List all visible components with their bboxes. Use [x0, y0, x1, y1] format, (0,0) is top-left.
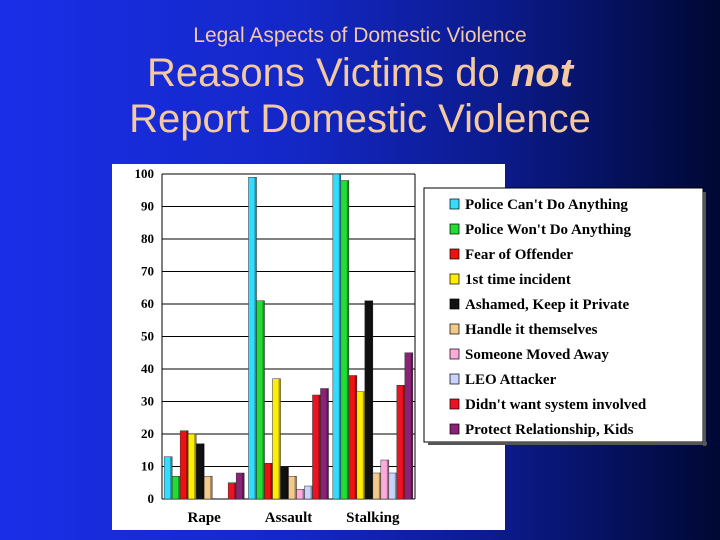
bar-shade — [294, 476, 297, 499]
legend-label: Police Can't Do Anything — [465, 197, 628, 213]
title-line-1: Reasons Victims do not — [0, 50, 720, 96]
bar — [288, 476, 297, 500]
y-tick-label: 80 — [141, 231, 154, 246]
y-tick-label: 30 — [141, 394, 154, 409]
bar-shade — [178, 476, 181, 499]
bar — [195, 443, 205, 500]
y-tick-label: 100 — [135, 166, 155, 181]
bar — [340, 180, 350, 500]
bar-shade — [410, 352, 413, 499]
bar-shade — [326, 388, 329, 499]
y-tick-label: 0 — [148, 491, 155, 506]
x-category-label: Assault — [265, 510, 313, 526]
bar-shade — [354, 375, 357, 499]
bar-shade — [386, 460, 389, 499]
legend-label: Someone Moved Away — [465, 347, 609, 363]
bar-shade — [234, 482, 237, 499]
bar-shade — [402, 385, 405, 499]
legend-label: Didn't want system involved — [465, 397, 647, 413]
title-line-1-text: Reasons Victims do — [146, 51, 511, 95]
legend-label: Ashamed, Keep it Private — [465, 297, 629, 313]
legend-label: 1st time incident — [465, 272, 571, 288]
bar-shade — [310, 486, 313, 499]
y-tick-label: 90 — [141, 199, 154, 214]
bar — [203, 476, 213, 500]
bar-shade — [286, 466, 289, 499]
legend-swatch — [449, 348, 460, 360]
title-emphasis: not — [510, 51, 574, 95]
x-category-label: Stalking — [346, 510, 400, 526]
bar — [364, 300, 374, 500]
y-tick-label: 40 — [141, 361, 154, 376]
bar-shade — [254, 177, 257, 499]
x-category-label: Rape — [187, 510, 221, 526]
slide-subtitle: Legal Aspects of Domestic Violence — [193, 24, 527, 47]
legend-label: Police Won't Do Anything — [465, 222, 631, 238]
bar-shade — [346, 180, 349, 499]
legend-label: Handle it themselves — [465, 322, 598, 338]
legend-shadow — [428, 442, 707, 445]
bar-shade — [362, 391, 365, 499]
y-tick-label: 60 — [141, 296, 154, 311]
bar-shade — [378, 473, 381, 499]
title-line-2: Report Domestic Violence — [129, 97, 591, 141]
legend-shadow — [703, 192, 706, 446]
bar-shade — [262, 300, 265, 499]
y-tick-label: 10 — [141, 459, 154, 474]
bar-shade — [170, 456, 173, 499]
bar-shade — [278, 378, 281, 499]
legend-swatch — [449, 323, 460, 335]
legend-label: Fear of Offender — [465, 247, 573, 263]
slide-title: Reasons Victims do not Report Domestic V… — [0, 50, 720, 142]
legend-label: Protect Relationship, Kids — [465, 422, 634, 438]
bar — [272, 378, 281, 500]
bar-shade — [194, 434, 197, 499]
bar-shade — [242, 473, 245, 499]
bar — [320, 388, 329, 500]
bar-shade — [370, 300, 373, 499]
legend-swatch — [449, 298, 460, 310]
bar-shade — [394, 473, 397, 499]
legend-swatch — [449, 373, 460, 385]
bar-shade — [302, 489, 305, 499]
y-tick-label: 50 — [141, 329, 154, 344]
bar-shade — [202, 443, 205, 499]
legend-swatch — [449, 398, 460, 410]
bar-shade — [270, 463, 273, 499]
bar — [256, 300, 265, 500]
bar-shade — [210, 476, 213, 499]
bar-shade — [338, 174, 341, 499]
y-tick-label: 20 — [141, 426, 154, 441]
legend-swatch — [449, 198, 460, 210]
legend-label: LEO Attacker — [465, 372, 557, 388]
legend-swatch — [449, 423, 460, 435]
bar — [404, 352, 414, 500]
legend-swatch — [449, 273, 460, 285]
legend-swatch — [449, 248, 460, 260]
legend-box — [423, 187, 704, 443]
y-tick-label: 70 — [141, 264, 154, 279]
bar — [235, 472, 245, 500]
legend-swatch — [449, 223, 460, 235]
bar-shade — [318, 395, 321, 499]
bar-shade — [186, 430, 189, 499]
